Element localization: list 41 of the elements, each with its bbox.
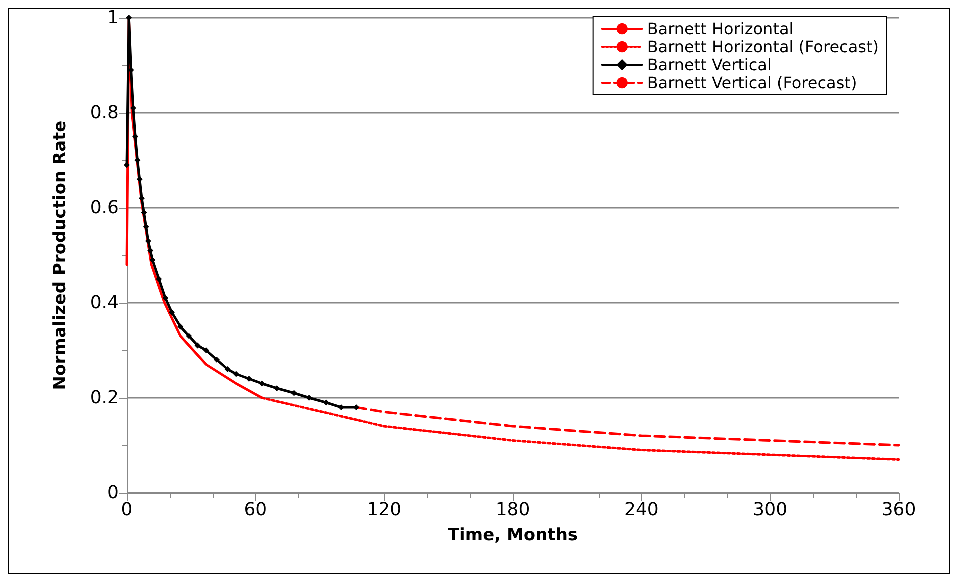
legend-label: Barnett Horizontal (Forecast)	[647, 38, 880, 56]
legend-label: Barnett Vertical	[647, 56, 772, 74]
x-tick-label: 180	[496, 500, 530, 520]
point	[246, 376, 252, 382]
x-tick-label: 60	[244, 500, 268, 520]
y-tick-label: 0.4	[90, 292, 119, 314]
x-axis-title: Time, Months	[448, 526, 578, 546]
point	[148, 248, 154, 254]
point	[150, 257, 156, 264]
point	[224, 366, 231, 372]
y-tick-label: 0	[108, 482, 119, 504]
point	[323, 400, 330, 406]
point	[178, 324, 184, 330]
legend-label: Barnett Vertical (Forecast)	[647, 74, 858, 92]
point	[186, 333, 192, 340]
x-tick-label: 300	[753, 500, 788, 520]
y-tick-label: 0.6	[90, 198, 119, 218]
point	[203, 348, 210, 354]
y-tick-label: 0.2	[90, 388, 119, 408]
y-axis-title: Normalized Production Rate	[50, 120, 70, 390]
point	[145, 238, 152, 244]
y-tick-label: 0.8	[90, 102, 119, 124]
x-tick-label: 120	[367, 500, 402, 520]
point	[134, 158, 141, 164]
point	[194, 342, 201, 349]
point	[306, 395, 312, 401]
point	[214, 357, 220, 363]
point	[156, 276, 162, 282]
x-tick-label: 0	[121, 500, 133, 520]
x-tick-label: 360	[882, 500, 916, 520]
legend-label: Barnett Horizontal	[647, 20, 794, 38]
point	[169, 310, 176, 316]
line-series	[355, 406, 900, 447]
point	[143, 224, 150, 230]
point	[136, 176, 143, 182]
point	[291, 390, 298, 396]
point	[233, 371, 240, 378]
x-tick-label: 240	[624, 500, 659, 520]
point	[162, 295, 169, 302]
point	[259, 380, 266, 387]
y-tick-label: 1	[108, 8, 119, 28]
